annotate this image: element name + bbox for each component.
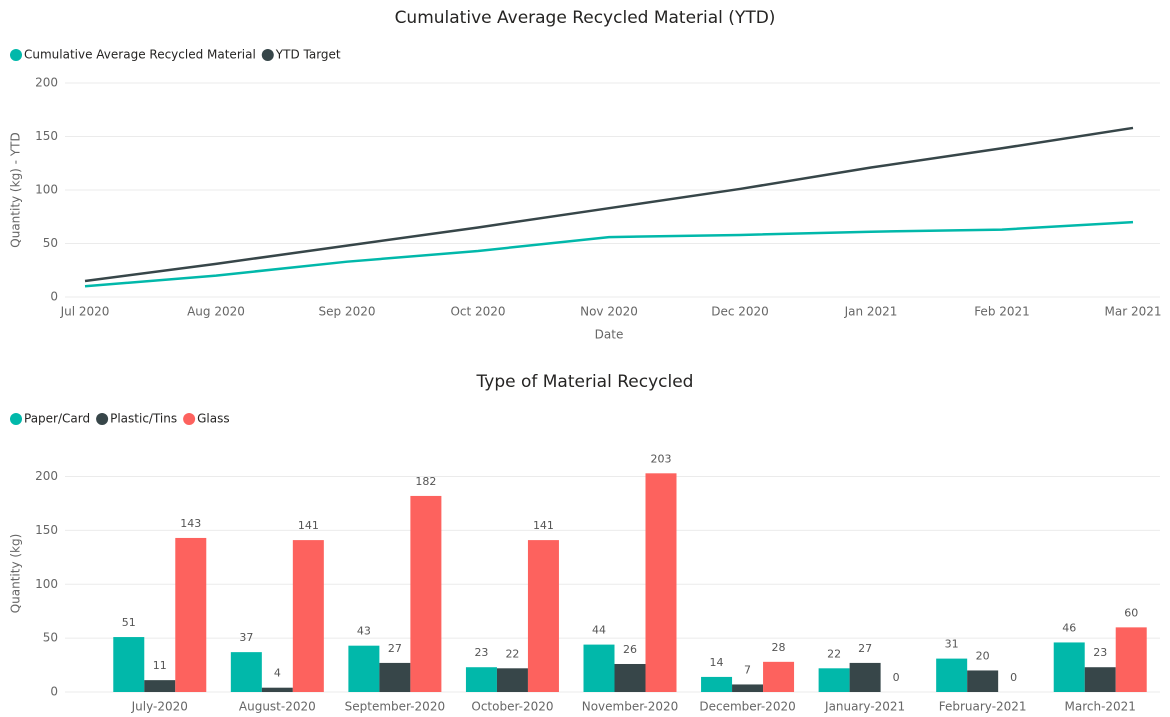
data-label: 141: [533, 519, 554, 532]
data-label: 51: [122, 616, 136, 629]
x-tick-label: Jul 2020: [60, 305, 110, 319]
y-tick-label: 150: [35, 129, 58, 143]
x-tick-label: Oct 2020: [450, 305, 505, 319]
legend-swatch: [10, 49, 22, 61]
data-label: 44: [592, 624, 606, 637]
bar: [1053, 642, 1085, 692]
bar: [818, 668, 850, 692]
x-tick-label: November-2020: [582, 700, 679, 714]
bar: [614, 663, 646, 692]
data-label: 14: [710, 656, 724, 669]
bar: [230, 652, 262, 692]
y-tick-label: 150: [35, 523, 58, 537]
x-tick-label: December-2020: [699, 700, 795, 714]
legend-swatch: [261, 49, 274, 61]
x-tick-label: Nov 2020: [580, 305, 638, 319]
data-label: 7: [744, 663, 751, 676]
data-label: 28: [772, 641, 786, 654]
y-tick-label: 0: [50, 685, 58, 699]
data-label: 141: [298, 519, 319, 532]
x-tick-label: March-2021: [1064, 700, 1135, 714]
y-tick-label: 0: [50, 290, 58, 304]
bar: [763, 661, 795, 692]
y-axis-label: Quantity (kg) - YTD: [9, 132, 23, 247]
data-label: 43: [357, 625, 371, 638]
y-tick-label: 200: [35, 469, 58, 483]
x-tick-label: Sep 2020: [319, 305, 376, 319]
bar: [645, 473, 677, 692]
x-axis-label: Date: [595, 328, 624, 342]
data-label: 20: [976, 649, 990, 662]
chart-title: Type of Material Recycled: [476, 372, 694, 392]
x-tick-label: Jan 2021: [844, 305, 898, 319]
bar: [348, 645, 380, 692]
data-label: 11: [153, 659, 167, 672]
data-label: 23: [474, 646, 488, 659]
y-axis-label: Quantity (kg): [9, 534, 23, 614]
data-label: 27: [388, 642, 402, 655]
legend-label: Cumulative Average Recycled Material: [24, 48, 256, 62]
bar: [936, 658, 968, 692]
data-label: 37: [239, 631, 253, 644]
data-label: 0: [1010, 671, 1017, 684]
data-label: 4: [274, 667, 281, 680]
bar: [967, 670, 999, 692]
legend-swatch: [10, 413, 22, 425]
x-tick-label: October-2020: [471, 700, 553, 714]
bar: [701, 676, 733, 692]
x-tick-label: Aug 2020: [187, 305, 245, 319]
x-tick-label: Mar 2021: [1105, 305, 1162, 319]
x-tick-label: July-2020: [131, 700, 188, 714]
y-tick-label: 200: [35, 76, 58, 90]
x-tick-label: Feb 2021: [974, 305, 1030, 319]
data-label: 22: [505, 647, 519, 660]
data-label: 182: [415, 475, 436, 488]
data-label: 203: [651, 452, 672, 465]
x-tick-label: Dec 2020: [711, 305, 769, 319]
bar: [292, 540, 324, 692]
bar: [113, 637, 145, 692]
bar: [527, 540, 559, 692]
data-label: 46: [1062, 621, 1076, 634]
chart-title: Cumulative Average Recycled Material (YT…: [395, 8, 776, 28]
y-tick-label: 100: [35, 577, 58, 591]
bar: [583, 644, 615, 692]
x-tick-label: September-2020: [345, 700, 445, 714]
legend-label: Paper/Card: [24, 412, 90, 426]
data-label: 31: [945, 638, 959, 651]
data-label: 0: [893, 671, 900, 684]
data-label: 60: [1124, 606, 1138, 619]
bar: [496, 668, 528, 692]
bar: [261, 687, 293, 692]
bar: [465, 667, 497, 692]
bar: [410, 495, 442, 692]
legend-label: Plastic/Tins: [110, 412, 177, 426]
bar: [175, 537, 207, 692]
legend-label: Glass: [197, 412, 230, 426]
data-label: 22: [827, 647, 841, 660]
x-tick-label: January-2021: [824, 700, 905, 714]
data-label: 27: [858, 642, 872, 655]
bar: [1115, 627, 1147, 692]
line-series: [84, 220, 1134, 288]
data-label: 23: [1093, 646, 1107, 659]
x-tick-label: August-2020: [239, 700, 316, 714]
data-label: 143: [180, 517, 201, 530]
bar: [379, 662, 411, 692]
legend-swatch: [96, 413, 109, 425]
bar: [849, 662, 881, 692]
bar: [144, 680, 176, 692]
bar: [732, 684, 764, 692]
line-series: [84, 126, 1134, 283]
bar: [1084, 667, 1116, 692]
legend-label: YTD Target: [275, 48, 341, 62]
y-tick-label: 100: [35, 183, 58, 197]
y-tick-label: 50: [43, 236, 58, 250]
legend-swatch: [183, 413, 196, 425]
data-label: 26: [623, 643, 637, 656]
y-tick-label: 50: [43, 631, 58, 645]
x-tick-label: February-2021: [939, 700, 1027, 714]
